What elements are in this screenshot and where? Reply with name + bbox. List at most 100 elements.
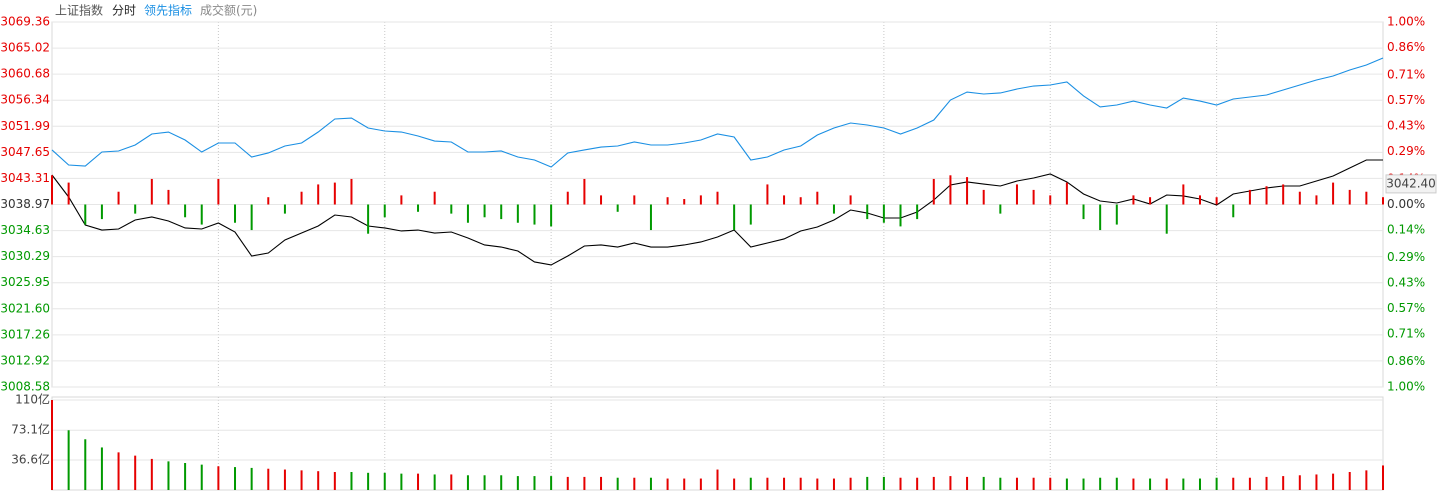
volume-bar xyxy=(1248,477,1251,490)
y-tick-label: 3038.97 xyxy=(0,197,50,211)
volume-bar xyxy=(234,467,237,490)
indicator-bar xyxy=(1265,186,1268,205)
volume-bar xyxy=(1049,477,1052,490)
volume-bar xyxy=(932,476,935,490)
indicator-bar xyxy=(616,204,619,212)
volume-bar xyxy=(649,477,652,490)
volume-bar xyxy=(816,478,819,490)
y2-tick-label: 0.14% xyxy=(1387,223,1425,237)
indicator-bar xyxy=(799,197,802,205)
volume-bar xyxy=(1149,478,1152,490)
y-tick-label: 3030.29 xyxy=(0,249,50,263)
volume-bar xyxy=(1382,465,1384,490)
indicator-bar xyxy=(982,189,985,205)
y-tick-label: 3065.02 xyxy=(0,41,50,55)
y2-tick-label: 1.00% xyxy=(1387,380,1425,394)
volume-bar xyxy=(84,439,87,490)
indicator-bar xyxy=(600,195,603,205)
indicator-bar xyxy=(1115,204,1118,225)
volume-bar xyxy=(566,476,569,490)
volume-bar xyxy=(117,452,120,490)
y2-tick-label: 0.71% xyxy=(1387,67,1425,81)
volume-bar xyxy=(600,476,603,490)
y-tick-label: 73.1亿 xyxy=(11,422,50,437)
volume-bar xyxy=(417,473,420,490)
volume-bar xyxy=(100,447,103,490)
indicator-bar xyxy=(200,204,203,225)
indicator-bar xyxy=(899,204,902,227)
indicator-bar xyxy=(1065,182,1068,205)
indicator-bar xyxy=(417,204,420,212)
volume-bar xyxy=(67,430,70,490)
indicator-bar xyxy=(916,204,919,220)
volume-bar xyxy=(1232,477,1235,490)
indicator-bar xyxy=(1215,197,1218,205)
indicator-bar xyxy=(117,191,120,205)
indicator-bar xyxy=(1032,189,1035,205)
indicator-bar xyxy=(51,175,53,205)
indicator-bar xyxy=(816,191,819,205)
volume-bar xyxy=(184,463,187,490)
price-tag: 3042.40 xyxy=(1386,176,1436,190)
volume-bar xyxy=(583,476,586,490)
volume-bar xyxy=(283,469,286,490)
y2-tick-label: 0.29% xyxy=(1387,250,1425,264)
volume-bar xyxy=(766,477,769,490)
volume-bar xyxy=(550,476,553,490)
indicator-bar xyxy=(1232,204,1235,218)
indicator-bar xyxy=(217,178,220,205)
indicator-bar xyxy=(683,199,686,205)
indicator-bar xyxy=(433,191,436,205)
indicator-bar xyxy=(749,204,752,225)
indicator-bar xyxy=(1132,195,1135,205)
indicator-bar xyxy=(849,195,852,205)
indicator-bar xyxy=(633,195,636,205)
indicator-bar xyxy=(234,204,237,223)
volume-bar xyxy=(433,474,436,490)
volume-bar xyxy=(749,477,752,490)
indicator-bar xyxy=(367,204,370,234)
indicator-bar xyxy=(383,204,386,218)
volume-bar xyxy=(450,474,453,490)
indicator-bar xyxy=(283,204,286,214)
indicator-bar xyxy=(250,204,253,231)
volume-bar xyxy=(250,467,253,490)
indicator-bar xyxy=(1182,184,1185,205)
indicator-bar xyxy=(932,178,935,205)
volume-bar xyxy=(1198,478,1201,490)
indicator-bar xyxy=(583,178,586,205)
y2-tick-label: 0.86% xyxy=(1387,40,1425,54)
y2-tick-label: 0.43% xyxy=(1387,275,1425,289)
indicator-bar xyxy=(1332,182,1335,205)
volume-bar xyxy=(716,469,719,490)
price-line xyxy=(51,57,1384,168)
y2-tick-label: 1.00% xyxy=(1387,15,1425,29)
volume-bar xyxy=(300,470,303,490)
tab-leading[interactable]: 领先指标 xyxy=(144,3,192,18)
indicator-bar xyxy=(1315,195,1318,205)
tab-intraday[interactable]: 分时 xyxy=(112,4,136,18)
indicator-bar xyxy=(150,178,153,205)
indicator-bar xyxy=(100,204,103,220)
volume-bar xyxy=(350,472,353,490)
volume-bar xyxy=(200,464,203,490)
tab-turnover[interactable]: 成交额(元) xyxy=(200,3,257,18)
volume-bar xyxy=(699,478,702,490)
indicator-bar xyxy=(1282,184,1285,205)
volume-bar xyxy=(683,478,686,490)
indicator-bar xyxy=(300,191,303,205)
indicator-bar xyxy=(134,204,137,214)
index-name[interactable]: 上证指数 xyxy=(55,3,103,18)
indicator-bar xyxy=(1298,191,1301,205)
y-tick-label: 3051.99 xyxy=(0,119,50,133)
indicator-bar xyxy=(1049,195,1052,205)
indicator-bar xyxy=(1198,195,1201,205)
indicator-bar xyxy=(333,182,336,205)
indicator-bar xyxy=(566,191,569,205)
volume-bar xyxy=(633,477,636,490)
indicator-bar xyxy=(783,195,786,205)
indicator-bar xyxy=(1149,197,1152,205)
y2-tick-label: 0.43% xyxy=(1387,119,1425,133)
